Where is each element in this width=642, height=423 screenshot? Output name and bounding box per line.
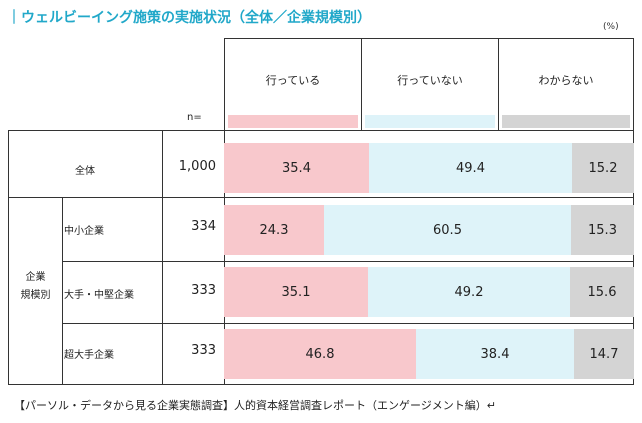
stacked-bar: 24.3 60.5 15.3: [224, 205, 634, 255]
legend: 行っている 行っていない わからない: [224, 38, 634, 131]
sample-size: 334: [191, 219, 216, 234]
category-label: 中小企業: [64, 226, 104, 237]
data-label: 24.3: [259, 222, 289, 238]
table-divider-label: [162, 131, 163, 384]
data-label: 38.4: [480, 346, 510, 362]
legend-swatch-yes: [228, 115, 358, 128]
legend-item-no: 行っていない: [362, 39, 499, 131]
data-table: 企業 規模別: [8, 130, 634, 385]
legend-label-unknown: わからない: [538, 74, 594, 87]
category-label: 全体: [75, 166, 95, 177]
category-label: 大手・中堅企業: [64, 290, 134, 301]
group-label-line-1: 企業: [25, 272, 46, 283]
legend-item-unknown: わからない: [499, 39, 633, 131]
data-label: 46.8: [305, 346, 335, 362]
row-separator: [62, 323, 634, 324]
bar-segment-no: 49.4: [369, 143, 572, 193]
legend-swatch-unknown: [502, 115, 630, 128]
data-label: 35.1: [281, 284, 311, 300]
stacked-bar: 35.4 49.4 15.2: [224, 143, 634, 193]
bar-segment-no: 60.5: [324, 205, 571, 255]
bar-segment-no: 49.2: [368, 267, 570, 317]
data-label: 49.4: [456, 160, 485, 176]
bar-segment-unknown: 15.6: [570, 267, 634, 317]
data-label: 15.6: [587, 284, 617, 300]
stacked-bar: 35.1 49.2 15.6: [224, 267, 634, 317]
bar-segment-no: 38.4: [416, 329, 574, 379]
legend-swatch-no: [365, 115, 495, 128]
data-label: 49.2: [454, 284, 484, 300]
group-label-line-2: 規模別: [20, 290, 51, 301]
bar-segment-unknown: 15.3: [571, 205, 634, 255]
bar-segment-yes: 35.4: [224, 143, 369, 193]
data-label: 15.3: [588, 222, 617, 238]
unit-label: (%): [603, 22, 619, 32]
bar-segment-yes: 35.1: [224, 267, 368, 317]
legend-label-no: 行っていない: [397, 74, 463, 87]
category-label: 超大手企業: [64, 350, 114, 361]
legend-item-yes: 行っている: [225, 39, 362, 131]
bar-segment-yes: 46.8: [224, 329, 416, 379]
table-divider-group: [62, 197, 63, 384]
table-divider-n: [224, 131, 225, 384]
source-footer: 【パーソル・データから見る企業実態調査】人的資本経営調査レポート（エンゲージメン…: [14, 399, 496, 412]
bar-segment-unknown: 15.2: [572, 143, 634, 193]
row-separator: [62, 261, 634, 262]
group-label: 企業 規模別: [9, 269, 62, 305]
chart-title: ｜ウェルビーイング施策の実施状況（全体／企業規模別）: [7, 10, 371, 26]
sample-size: 333: [191, 283, 216, 298]
n-label: n=: [187, 112, 202, 123]
data-label: 14.7: [589, 346, 619, 362]
sample-size: 1,000: [178, 159, 216, 174]
sample-size: 333: [191, 343, 216, 358]
stacked-bar: 46.8 38.4 14.7: [224, 329, 634, 379]
data-label: 15.2: [588, 160, 618, 176]
data-label: 60.5: [433, 222, 462, 238]
legend-label-yes: 行っている: [265, 74, 321, 87]
data-label: 35.4: [282, 160, 311, 176]
bar-segment-yes: 24.3: [224, 205, 324, 255]
bar-segment-unknown: 14.7: [574, 329, 634, 379]
